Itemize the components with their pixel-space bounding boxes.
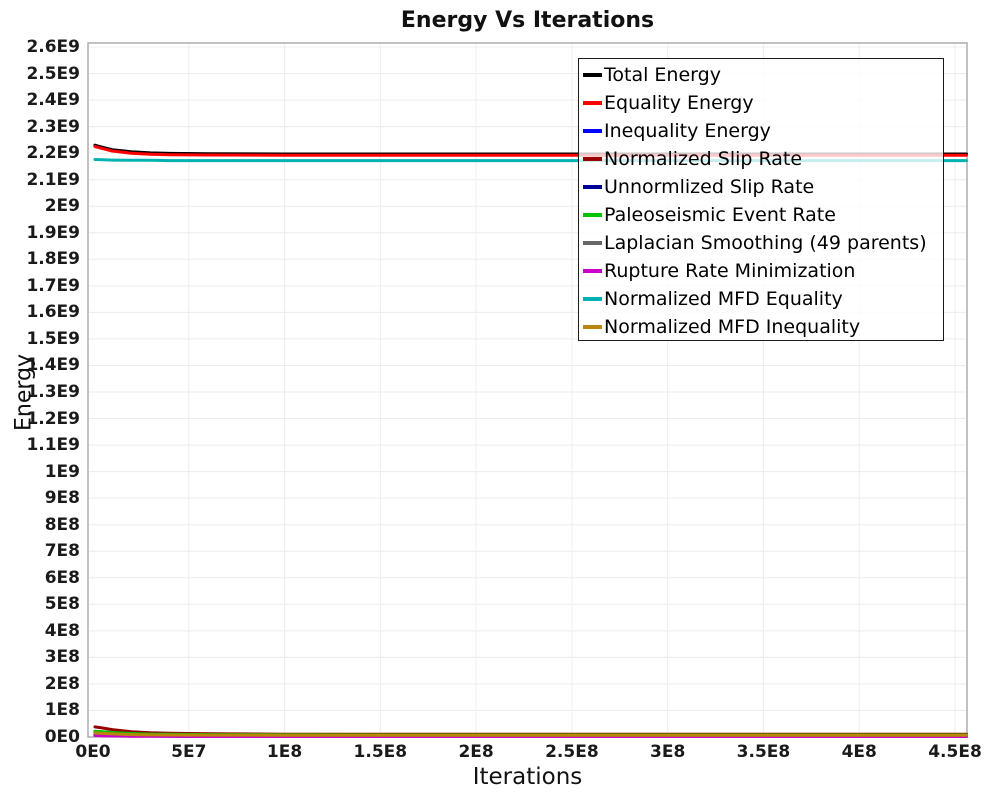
y-tick-label: 2E8 [44,673,80,694]
y-axis-label: Energy [11,353,37,432]
y-tick-label: 7E8 [44,541,80,562]
legend-item: Equality Energy [583,89,943,117]
y-tick-label: 1.1E9 [26,435,80,456]
legend-item: Laplacian Smoothing (49 parents) [583,229,943,257]
legend-item: Inequality Energy [583,117,943,145]
x-tick-label: 5E7 [171,742,207,762]
y-tick-label: 2.3E9 [26,116,80,137]
legend-swatch-icon [583,185,602,189]
y-tick-label: 1.3E9 [26,382,80,402]
y-tick-label: 1.8E9 [26,249,80,270]
x-tick-label: 1E8 [266,742,303,762]
legend-item-label: Inequality Energy [604,120,771,142]
legend-swatch-icon [583,157,602,161]
x-axis-label: Iterations [472,764,583,790]
legend: Total Energy Equality Energy Inequality En… [578,58,944,341]
x-tick-label: 2E8 [458,742,494,762]
legend-item-label: Paleoseismic Event Rate [604,204,836,226]
y-tick-label: 2.6E9 [26,37,80,57]
legend-item-label: Unnormlized Slip Rate [604,176,815,198]
y-tick-label: 2.4E9 [26,90,80,111]
legend-item-label: Normalized MFD Equality [604,288,843,310]
x-tick-label: 1.5E8 [353,742,408,762]
y-tick-label: 1.6E9 [26,302,80,323]
y-tick-label: 2.1E9 [26,169,80,190]
legend-swatch-icon [583,297,602,301]
legend-item-label: Total Energy [604,64,721,86]
legend-swatch-icon [583,129,602,133]
chart-title: Energy Vs Iterations [400,8,655,33]
x-tick-label: 0E0 [75,742,111,762]
y-tick-label: 2.2E9 [26,143,80,164]
x-tick-label: 3E8 [650,742,686,762]
y-tick-label: 9E8 [44,488,80,509]
x-tick-label: 4.5E8 [928,742,982,762]
legend-item: Rupture Rate Minimization [583,257,943,285]
y-tick-label: 1.9E9 [26,222,80,243]
y-tick-label: 6E8 [44,567,80,588]
y-tick-label: 1E8 [44,700,80,721]
legend-item: Normalized MFD Inequality [583,313,943,341]
legend-item: Normalized MFD Equality [583,285,943,313]
y-tick-label: 1E9 [44,461,80,482]
x-tick-label: 4E8 [841,742,877,762]
y-tick-label: 1.7E9 [26,275,80,296]
legend-item-label: Equality Energy [604,92,754,114]
legend-swatch-icon [583,241,602,245]
legend-item: Normalized Slip Rate [583,145,943,173]
y-tick-label: 1.2E9 [26,408,80,429]
legend-swatch-icon [583,325,602,329]
legend-item: Unnormlized Slip Rate [583,173,943,201]
y-tick-label: 0E0 [44,727,80,747]
y-tick-label: 1.4E9 [26,355,80,376]
y-tick-label: 4E8 [44,620,80,641]
legend-swatch-icon [583,269,602,273]
legend-item-label: Normalized Slip Rate [604,148,803,170]
legend-swatch-icon [583,101,602,105]
legend-item: Paleoseismic Event Rate [583,201,943,229]
y-tick-label: 2E9 [44,196,80,217]
legend-swatch-icon [583,213,602,217]
legend-item-label: Laplacian Smoothing (49 parents) [604,232,927,254]
y-tick-label: 1.5E9 [26,328,80,349]
legend-item-label: Rupture Rate Minimization [604,260,856,282]
y-tick-label: 5E8 [44,594,80,615]
legend-swatch-icon [583,73,602,77]
y-tick-label: 3E8 [44,647,80,668]
legend-item: Total Energy [583,61,943,89]
x-tick-label: 2.5E8 [545,742,599,762]
series-line-normalized-mfd-inequality [93,731,968,737]
legend-item-label: Normalized MFD Inequality [604,316,861,338]
y-tick-label: 2.5E9 [26,63,80,84]
y-tick-label: 8E8 [44,514,80,535]
x-tick-label: 3.5E8 [736,742,791,762]
